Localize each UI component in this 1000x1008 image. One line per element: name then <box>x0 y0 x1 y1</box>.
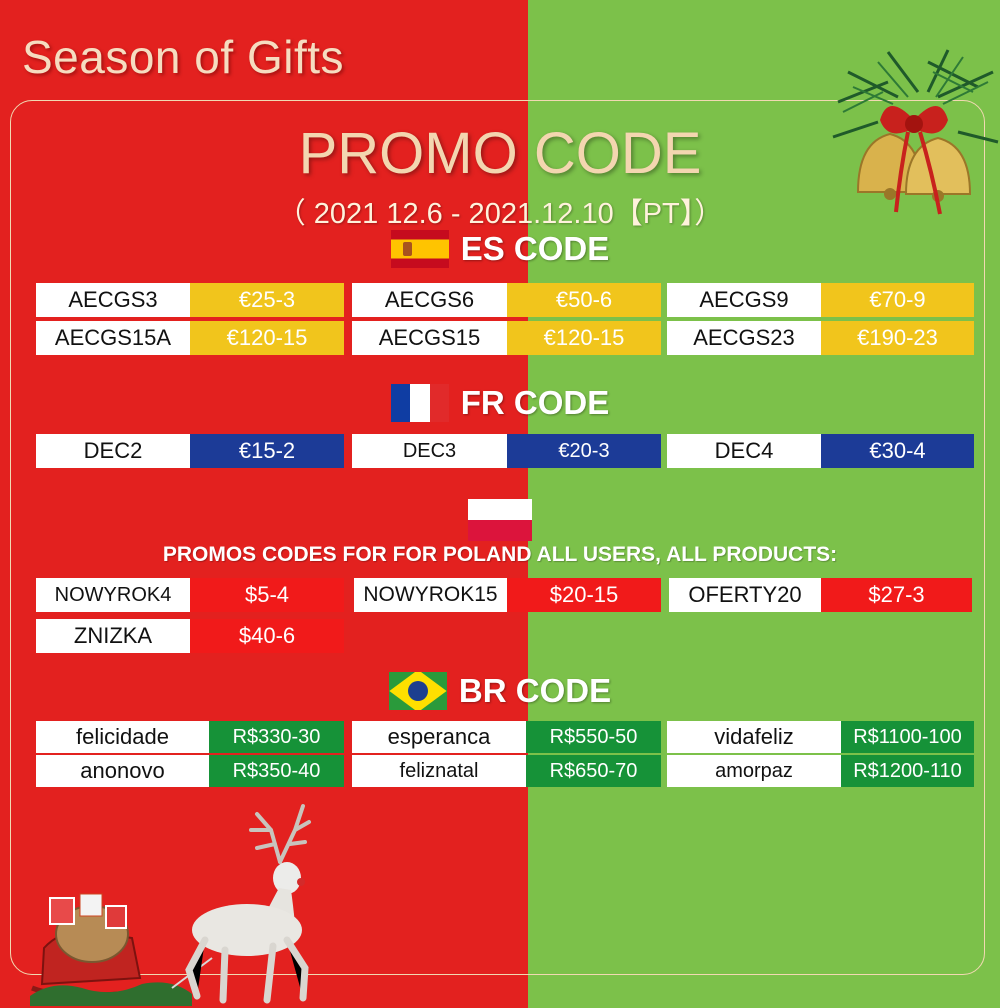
coupon-value: R$650-70 <box>526 755 661 787</box>
sleigh-icon <box>30 893 213 1006</box>
coupon-feliznatal[interactable]: feliznatal R$650-70 <box>352 755 661 787</box>
france-flag-icon <box>390 384 449 422</box>
coupon-code: NOWYROK15 <box>354 578 507 612</box>
coupon-code: DEC3 <box>352 434 507 468</box>
poland-flag-icon <box>468 499 532 541</box>
coupon-nowyrok15[interactable]: NOWYROK15 $20-15 <box>354 578 661 612</box>
coupon-value: $40-6 <box>190 619 344 653</box>
coupon-aecgs9[interactable]: AECGS9 €70-9 <box>667 283 974 317</box>
br-section-header: BR CODE <box>0 672 1000 710</box>
coupon-amorpaz[interactable]: amorpaz R$1200-110 <box>667 755 974 787</box>
coupon-oferty20[interactable]: OFERTY20 $27-3 <box>669 578 972 612</box>
es-section-header: ES CODE <box>0 230 1000 268</box>
poland-promo-text: PROMOS CODES FOR FOR POLAND ALL USERS, A… <box>162 543 838 566</box>
brazil-flag-icon <box>388 672 447 710</box>
coupon-dec4[interactable]: DEC4 €30-4 <box>667 434 974 468</box>
coupon-code: anonovo <box>36 755 209 787</box>
coupon-value: €190-23 <box>821 321 974 355</box>
coupon-vidafeliz[interactable]: vidafeliz R$1100-100 <box>667 721 974 753</box>
reindeer-icon <box>185 804 311 1004</box>
coupon-value: €25-3 <box>190 283 344 317</box>
coupon-value: €50-6 <box>507 283 661 317</box>
season-title: Season of Gifts <box>22 31 344 83</box>
promo-dates: （ 2021 12.6 - 2021.12.10【PT】） <box>276 198 724 230</box>
coupon-value: €15-2 <box>190 434 344 468</box>
coupon-value: €120-15 <box>507 321 661 355</box>
coupon-aecgs15a[interactable]: AECGS15A €120-15 <box>36 321 344 355</box>
es-section-title: ES CODE <box>460 230 610 267</box>
coupon-code: AECGS23 <box>667 321 821 355</box>
coupon-value: €30-4 <box>821 434 974 468</box>
coupon-code: AECGS6 <box>352 283 507 317</box>
red-background <box>0 0 528 1008</box>
coupon-znizka[interactable]: ZNIZKA $40-6 <box>36 619 344 653</box>
coupon-value: R$330-30 <box>209 721 344 753</box>
coupon-anonovo[interactable]: anonovo R$350-40 <box>36 755 344 787</box>
coupon-code: AECGS15A <box>36 321 190 355</box>
coupon-value: €20-3 <box>507 434 661 468</box>
coupon-value: €70-9 <box>821 283 974 317</box>
coupon-code: AECGS3 <box>36 283 190 317</box>
coupon-value: R$1200-110 <box>841 755 974 787</box>
coupon-code: feliznatal <box>352 755 526 787</box>
coupon-felicidade[interactable]: felicidade R$330-30 <box>36 721 344 753</box>
coupon-code: amorpaz <box>667 755 841 787</box>
promo-code-title: PROMO CODE <box>298 121 702 186</box>
coupon-aecgs3[interactable]: AECGS3 €25-3 <box>36 283 344 317</box>
fr-section-header: FR CODE <box>0 384 1000 422</box>
coupon-value: $5-4 <box>190 578 344 612</box>
coupon-code: DEC4 <box>667 434 821 468</box>
fr-section-title: FR CODE <box>460 384 610 421</box>
coupon-value: R$350-40 <box>209 755 344 787</box>
christmas-bells-icon <box>832 49 999 215</box>
coupon-aecgs15[interactable]: AECGS15 €120-15 <box>352 321 661 355</box>
coupon-value: R$1100-100 <box>841 721 974 753</box>
coupon-code: OFERTY20 <box>669 578 821 612</box>
br-section-title: BR CODE <box>458 672 612 709</box>
coupon-code: ZNIZKA <box>36 619 190 653</box>
coupon-dec3[interactable]: DEC3 €20-3 <box>352 434 661 468</box>
coupon-code: felicidade <box>36 721 209 753</box>
coupon-value: $20-15 <box>507 578 661 612</box>
decorative-frame <box>10 100 985 975</box>
coupon-value: R$550-50 <box>526 721 661 753</box>
coupon-code: esperanca <box>352 721 526 753</box>
coupon-value: €120-15 <box>190 321 344 355</box>
coupon-dec2[interactable]: DEC2 €15-2 <box>36 434 344 468</box>
coupon-aecgs6[interactable]: AECGS6 €50-6 <box>352 283 661 317</box>
coupon-aecgs23[interactable]: AECGS23 €190-23 <box>667 321 974 355</box>
coupon-nowyrok4[interactable]: NOWYROK4 $5-4 <box>36 578 344 612</box>
coupon-code: NOWYROK4 <box>36 578 190 612</box>
coupon-code: AECGS9 <box>667 283 821 317</box>
pl-section-header <box>0 499 1000 541</box>
coupon-value: $27-3 <box>821 578 972 612</box>
coupon-esperanca[interactable]: esperanca R$550-50 <box>352 721 661 753</box>
spain-flag-icon <box>390 230 449 268</box>
coupon-code: AECGS15 <box>352 321 507 355</box>
coupon-code: vidafeliz <box>667 721 841 753</box>
coupon-code: DEC2 <box>36 434 190 468</box>
